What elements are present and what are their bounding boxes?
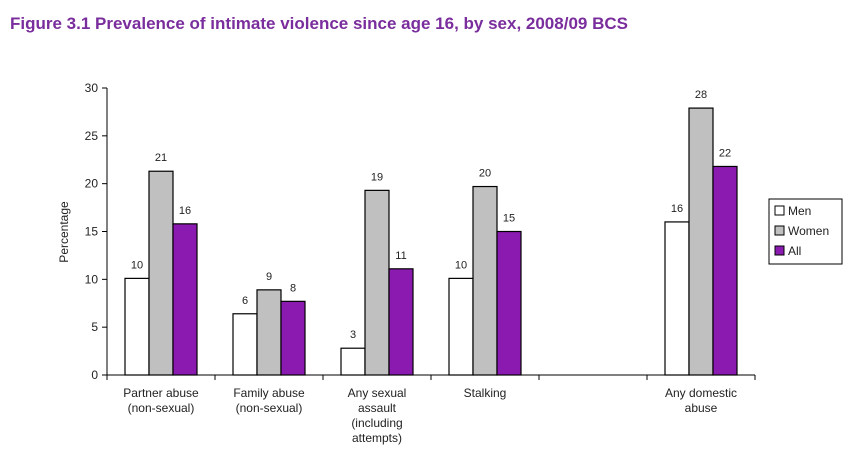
bar-all [712, 165, 738, 376]
bar-men [232, 313, 258, 376]
bar-women [364, 189, 390, 376]
bar-women [148, 170, 174, 376]
bar-men [664, 221, 690, 376]
bar-women [688, 107, 714, 376]
data-label: 28 [695, 89, 707, 101]
data-label: 6 [242, 295, 248, 307]
data-label: 16 [671, 203, 683, 215]
x-category-label: (non-sexual) [236, 401, 303, 415]
x-category-label: Stalking [464, 386, 507, 400]
data-label: 10 [455, 259, 467, 271]
x-category-label: (including [351, 416, 402, 430]
bar-women [472, 185, 498, 376]
x-category-label: Any sexual [348, 386, 407, 400]
legend-swatch [774, 205, 785, 216]
y-tick-label: 15 [85, 225, 99, 239]
x-category-label: Any domestic [665, 386, 737, 400]
data-label: 16 [179, 205, 191, 217]
x-category-label: (non-sexual) [128, 401, 195, 415]
data-label: 9 [266, 271, 272, 283]
data-label: 10 [131, 259, 143, 271]
data-label: 19 [371, 171, 383, 183]
data-label: 8 [290, 282, 296, 294]
y-tick-label: 30 [85, 81, 99, 95]
bar-women [256, 289, 282, 376]
data-label: 21 [155, 152, 167, 164]
bar-men [448, 277, 474, 376]
y-tick-label: 10 [85, 272, 99, 286]
y-tick-label: 25 [85, 129, 99, 143]
data-label: 3 [350, 329, 356, 341]
x-category-label: Partner abuse [123, 386, 199, 400]
x-category-label: attempts) [352, 431, 402, 445]
bar-men [340, 347, 366, 376]
bar-all [496, 230, 522, 376]
bar-men [124, 277, 150, 376]
bar-all [172, 223, 198, 376]
legend-label: Men [788, 204, 811, 218]
y-tick-label: 20 [85, 177, 99, 191]
data-label: 20 [479, 168, 491, 180]
bar-all [280, 300, 306, 376]
y-tick-label: 0 [91, 368, 98, 382]
chart-title: Figure 3.1 Prevalence of intimate violen… [10, 14, 628, 33]
legend-label: Women [788, 224, 829, 238]
x-category-label: assault [358, 401, 397, 415]
legend-swatch [774, 245, 785, 256]
y-tick-label: 5 [91, 320, 98, 334]
data-label: 15 [503, 213, 515, 225]
data-label: 22 [719, 147, 731, 159]
bar-all [388, 268, 414, 376]
data-label: 11 [395, 250, 406, 262]
x-category-label: Family abuse [233, 386, 305, 400]
legend-label: All [788, 244, 801, 258]
x-category-label: abuse [685, 401, 718, 415]
legend: Men Women All [768, 198, 843, 265]
legend-swatch [774, 225, 785, 236]
y-axis-label: Percentage [57, 201, 71, 263]
